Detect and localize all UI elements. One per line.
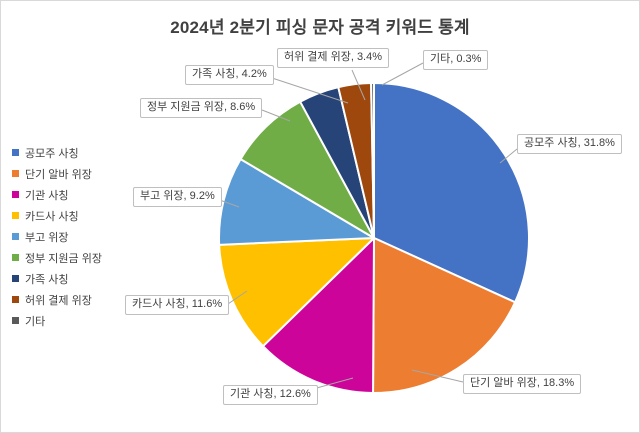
- legend-label: 단기 알바 위장: [25, 168, 92, 181]
- data-label-5: 정부 지원금 위장, 8.6%: [140, 98, 263, 118]
- leader-line-6: [268, 76, 349, 104]
- pie-slice-5: [239, 100, 375, 239]
- data-label-1: 단기 알바 위장, 18.3%: [463, 374, 582, 394]
- pie-slice-8: [370, 82, 375, 239]
- legend-swatch-icon: [12, 149, 19, 156]
- data-label-2: 기관 사칭, 12.6%: [223, 385, 318, 405]
- legend-item-3: 카드사 사칭: [12, 205, 102, 226]
- pie-slice-0: [373, 82, 530, 304]
- data-label-4: 부고 위장, 9.2%: [133, 187, 222, 207]
- leader-line-1: [411, 369, 464, 383]
- legend-swatch-icon: [12, 191, 19, 198]
- legend-label: 허위 결제 위장: [25, 294, 92, 307]
- pie-slice-2: [262, 237, 375, 394]
- legend-item-5: 정부 지원금 위장: [12, 247, 102, 268]
- pie-slice-3: [218, 237, 375, 348]
- leader-line-5: [261, 109, 291, 122]
- legend-swatch-icon: [12, 317, 19, 324]
- leader-line-2: [312, 377, 354, 390]
- pie-slice-4: [218, 158, 375, 246]
- data-label-3: 카드사 사칭, 11.6%: [125, 295, 230, 315]
- legend-item-8: 기타: [12, 310, 102, 331]
- legend-label: 기타: [25, 315, 46, 328]
- legend-label: 가족 사칭: [25, 273, 69, 286]
- legend-item-4: 부고 위장: [12, 226, 102, 247]
- legend-swatch-icon: [12, 296, 19, 303]
- legend-swatch-icon: [12, 275, 19, 282]
- leader-line-7: [351, 69, 366, 101]
- legend-label: 정부 지원금 위장: [25, 252, 102, 265]
- legend-swatch-icon: [12, 212, 19, 219]
- data-label-6: 가족 사칭, 4.2%: [185, 65, 274, 85]
- legend-label: 카드사 사칭: [25, 210, 79, 223]
- legend-label: 부고 위장: [25, 231, 69, 244]
- legend-item-1: 단기 알바 위장: [12, 163, 102, 184]
- legend-swatch-icon: [12, 254, 19, 261]
- legend-label: 공모주 사칭: [25, 147, 79, 160]
- legend-swatch-icon: [12, 170, 19, 177]
- legend-item-0: 공모주 사칭: [12, 142, 102, 163]
- leader-line-8: [381, 62, 424, 86]
- data-label-7: 허위 결제 위장, 3.4%: [277, 48, 390, 68]
- legend-label: 기관 사칭: [25, 189, 69, 202]
- legend-item-6: 가족 사칭: [12, 268, 102, 289]
- leader-line-0: [499, 148, 518, 164]
- pie-slice-1: [372, 237, 517, 395]
- legend-swatch-icon: [12, 233, 19, 240]
- data-label-8: 기타, 0.3%: [423, 50, 489, 70]
- chart-title: 2024년 2분기 피싱 문자 공격 키워드 통계: [170, 18, 470, 37]
- legend-item-2: 기관 사칭: [12, 184, 102, 205]
- legend-item-7: 허위 결제 위장: [12, 289, 102, 310]
- data-label-0: 공모주 사칭, 31.8%: [517, 134, 622, 154]
